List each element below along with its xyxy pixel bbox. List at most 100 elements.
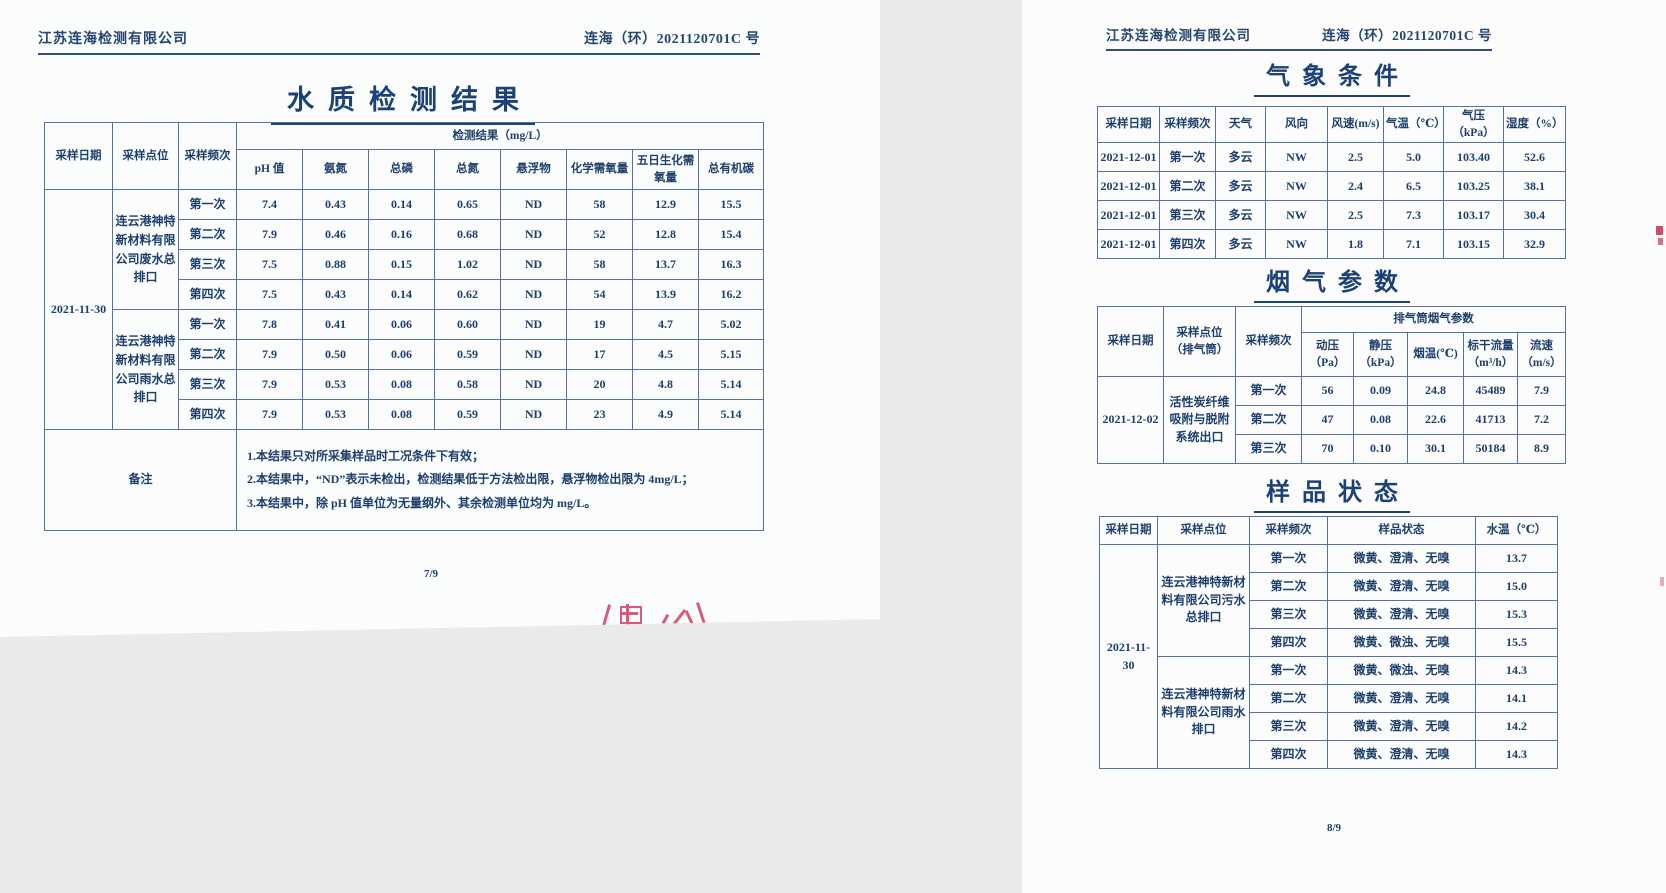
sample-freq: 第一次 <box>1249 544 1328 573</box>
flue-section-title: 烟气参数 <box>1254 262 1410 303</box>
cell: ND <box>500 189 567 220</box>
cell: 58 <box>566 189 633 220</box>
cell: 多云 <box>1215 142 1266 173</box>
col-header: 采样日期 <box>1097 105 1160 144</box>
flue-gas-table: 采样日期 采样点位 （排气筒） 采样频次 排气筒烟气参数 动压（Pa） 静压（k… <box>1097 306 1567 464</box>
group-header-results: 检测结果（mg/L） <box>235 122 765 150</box>
param-header: pH 值 <box>236 149 303 190</box>
cell: 0.14 <box>368 279 435 310</box>
cell: 15.3 <box>1475 600 1558 629</box>
cell: ND <box>500 399 567 430</box>
cell: 7.9 <box>236 219 303 250</box>
cell: 7.9 <box>236 399 303 430</box>
col-header: 采样日期 <box>1099 516 1158 545</box>
table-row: 2021-12-02 活性炭纤维吸附与脱附系统出口 第一次 56 0.09 24… <box>1097 376 1567 464</box>
cell: 微黄、微浊、无嗅 <box>1327 628 1476 657</box>
scanned-page-right: 江苏连海检测有限公司 连海（环）2021120701C 号 气象条件 采样日期 … <box>1022 0 1666 893</box>
cell: 52.6 <box>1503 142 1566 173</box>
cell: 0.43 <box>302 279 369 310</box>
page-title: 水质检测结果 <box>271 78 535 125</box>
param-header: 烟温(℃) <box>1407 332 1464 377</box>
col-header-point-line1: 采样点位 <box>1176 326 1223 339</box>
cell: 2.5 <box>1327 200 1384 231</box>
sample-freq: 第三次 <box>178 249 237 280</box>
sample-freq: 第四次 <box>178 399 237 430</box>
col-header-point: 采样点位 （排气筒） <box>1163 306 1236 377</box>
cell: 0.09 <box>1353 376 1408 406</box>
cell: 0.65 <box>434 189 501 220</box>
cell: 0.68 <box>434 219 501 250</box>
cell: 0.08 <box>368 369 435 400</box>
cell: 第二次 <box>1159 171 1216 202</box>
cell: ND <box>500 309 567 340</box>
sample-freq: 第三次 <box>1235 434 1302 464</box>
cell: 5.15 <box>697 339 765 370</box>
cell: NW <box>1265 142 1328 173</box>
param-header: 总磷 <box>368 149 435 190</box>
cell: ND <box>500 219 567 250</box>
section-title-wrap: 烟气参数 <box>1022 262 1642 303</box>
cell: 13.7 <box>1475 544 1558 573</box>
cell: 7.5 <box>236 279 303 310</box>
table-row: 2021-11-30 连云港神特新材料有限公司废水总排口 第一次 7.4 0.4… <box>44 189 765 430</box>
table-row: 连云港神特新材料有限公司雨水排口 第一次 微黄、微浊、无嗅 14.3 <box>1100 656 1558 769</box>
table-row: 第三次 70 0.10 30.1 50184 8.9 <box>1098 434 1567 464</box>
cell: 0.50 <box>302 339 369 370</box>
cell: 54 <box>566 279 633 310</box>
sample-point-1: 连云港神特新材料有限公司污水总排口 <box>1157 544 1250 657</box>
param-header: 五日生化需氧量 <box>632 149 699 190</box>
cell: 2.4 <box>1327 171 1384 202</box>
cell: 0.08 <box>1353 405 1408 435</box>
cell: 23 <box>566 399 633 430</box>
cell: 第三次 <box>1159 200 1216 231</box>
col-header: 采样频次 <box>1249 516 1328 545</box>
table-row: 第三次 微黄、澄清、无嗅 15.3 <box>1100 600 1558 629</box>
cell: 58 <box>566 249 633 280</box>
cell: ND <box>500 279 567 310</box>
sample-freq: 第四次 <box>1249 628 1328 657</box>
cell: 微黄、澄清、无嗅 <box>1327 712 1476 741</box>
remark-line-1: 1.本结果只对所采集样品时工况条件下有效； <box>247 448 485 463</box>
cell: 45489 <box>1463 376 1518 406</box>
col-header-point-line2: （排气筒） <box>1170 343 1229 356</box>
cell: 15.5 <box>1475 628 1558 657</box>
cell: 14.2 <box>1475 712 1558 741</box>
cell: 14.3 <box>1475 740 1558 769</box>
cell: 0.60 <box>434 309 501 340</box>
cell: 0.53 <box>302 399 369 430</box>
cell: 5.14 <box>697 399 765 430</box>
cell: ND <box>500 249 567 280</box>
sample-date: 2021-11-30 <box>44 189 113 430</box>
cell: 15.4 <box>697 219 765 250</box>
table-row: 连云港神特新材料有限公司雨水总排口 第一次 7.8 0.41 0.06 0.60… <box>45 309 765 430</box>
cell: 13.9 <box>632 279 699 310</box>
cell: 4.9 <box>632 399 699 430</box>
param-header: 化学需氧量 <box>566 149 633 190</box>
cell: 16.3 <box>697 249 765 280</box>
cell: 6.5 <box>1383 171 1444 202</box>
sample-point-1: 连云港神特新材料有限公司废水总排口 <box>112 189 179 310</box>
col-header: 风向 <box>1265 105 1328 144</box>
cell: 7.9 <box>236 339 303 370</box>
red-seal-fragment <box>598 602 728 637</box>
col-header-date: 采样日期 <box>44 122 113 190</box>
cell: NW <box>1265 229 1328 260</box>
report-number: 连海（环）2021120701C 号 <box>584 32 760 47</box>
col-header: 气压（kPa） <box>1443 105 1504 144</box>
sample-freq: 第一次 <box>178 189 237 220</box>
cell: 0.53 <box>302 369 369 400</box>
table-row: 第四次 微黄、澄清、无嗅 14.3 <box>1100 740 1558 769</box>
sample-freq: 第二次 <box>1249 572 1328 601</box>
report-number: 连海（环）2021120701C 号 <box>1322 28 1492 43</box>
cell: 2021-12-01 <box>1097 229 1160 260</box>
cell: 1.02 <box>434 249 501 280</box>
cell: ND <box>500 369 567 400</box>
cell: 24.8 <box>1407 376 1464 406</box>
cell: 7.9 <box>236 369 303 400</box>
cell: 2021-12-01 <box>1097 142 1160 173</box>
cell: 12.9 <box>632 189 699 220</box>
weather-table: 采样日期 采样频次 天气 风向 风速(m/s) 气温（℃） 气压（kPa） 湿度… <box>1097 105 1566 260</box>
sample-date: 2021-11-30 <box>1099 544 1158 769</box>
remarks-cell: 1.本结果只对所采集样品时工况条件下有效； 2.本结果中，“ND”表示未检出，检… <box>235 429 765 531</box>
cell: 微黄、澄清、无嗅 <box>1327 684 1476 713</box>
